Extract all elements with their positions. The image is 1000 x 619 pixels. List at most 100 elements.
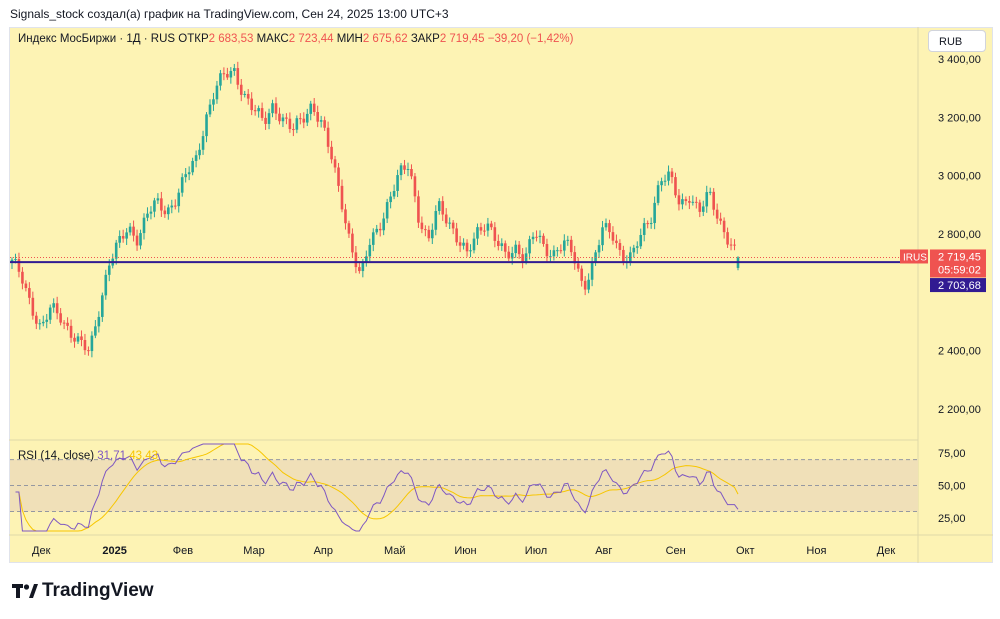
time-tick-label: Ноя bbox=[806, 545, 826, 557]
candle-body bbox=[434, 210, 438, 230]
candle-body bbox=[538, 235, 542, 237]
candle-body bbox=[333, 159, 337, 168]
candle-body bbox=[264, 117, 267, 124]
candle-body bbox=[656, 185, 660, 203]
candle-body bbox=[455, 228, 458, 243]
candle-body bbox=[125, 232, 128, 239]
candle-body bbox=[590, 262, 594, 280]
candle-body bbox=[410, 168, 413, 177]
candle-body bbox=[712, 191, 715, 210]
last-price-label: 2 719,45 bbox=[938, 251, 981, 263]
candle-body bbox=[417, 196, 420, 223]
candle-body bbox=[114, 242, 118, 259]
candle-body bbox=[733, 244, 736, 246]
candle-body bbox=[545, 243, 549, 257]
candle-body bbox=[66, 322, 69, 326]
candle-body bbox=[177, 192, 181, 207]
low-value: 2 675,62 bbox=[362, 33, 408, 45]
candle-body bbox=[389, 196, 392, 203]
candle-body bbox=[326, 127, 330, 147]
candle-body bbox=[104, 274, 108, 296]
candle-body bbox=[285, 117, 288, 119]
low-label: МИН bbox=[336, 33, 363, 45]
candle-body bbox=[62, 322, 66, 324]
candle-body bbox=[35, 315, 38, 324]
candle-body bbox=[646, 223, 649, 225]
candle-body bbox=[413, 176, 417, 197]
candle-body bbox=[160, 198, 163, 211]
candle-body bbox=[69, 325, 73, 338]
candle-body bbox=[670, 171, 674, 178]
candle-body bbox=[660, 181, 663, 186]
candle-body bbox=[351, 233, 354, 253]
candle-body bbox=[462, 242, 465, 246]
price-tick-label: 2 800,00 bbox=[938, 229, 981, 241]
time-tick-label: Авг bbox=[595, 545, 612, 557]
candle-body bbox=[250, 98, 253, 111]
candle-body bbox=[542, 235, 545, 244]
candle-body bbox=[316, 112, 319, 122]
candle-body bbox=[639, 234, 643, 247]
candle-body bbox=[212, 99, 215, 105]
candle-body bbox=[503, 243, 507, 252]
candle-body bbox=[469, 250, 472, 252]
candle-body bbox=[535, 236, 538, 238]
candle-body bbox=[41, 321, 45, 324]
time-tick-label: Мар bbox=[243, 545, 265, 557]
candle-body bbox=[715, 209, 719, 219]
candle-body bbox=[684, 199, 688, 202]
candle-body bbox=[521, 254, 524, 263]
candle-body bbox=[729, 244, 733, 246]
candle-body bbox=[365, 256, 368, 263]
candle-body bbox=[531, 236, 535, 240]
level-price-label: 2 703,68 bbox=[938, 280, 981, 292]
rsi-name: RSI (14, close) bbox=[18, 450, 95, 462]
candle-body bbox=[219, 73, 222, 86]
candle-body bbox=[608, 223, 611, 233]
close-label: ЗАКР bbox=[410, 33, 440, 45]
tradingview-logo[interactable]: TradingView bbox=[12, 580, 154, 602]
candle-body bbox=[215, 85, 219, 100]
high-label: МАКС bbox=[256, 33, 289, 45]
candle-body bbox=[653, 202, 656, 224]
candle-body bbox=[563, 240, 566, 251]
candle-body bbox=[59, 313, 62, 323]
candle-body bbox=[226, 74, 229, 78]
candle-body bbox=[340, 185, 344, 210]
time-tick-label: Май bbox=[384, 545, 406, 557]
close-value: 2 719,45 bbox=[439, 33, 485, 45]
currency-button[interactable]: RUB bbox=[928, 30, 986, 52]
candle-body bbox=[257, 108, 260, 112]
chart-caption: Signals_stock создал(а) график на Tradin… bbox=[10, 7, 449, 21]
candle-body bbox=[90, 335, 94, 352]
candle-body bbox=[153, 200, 156, 212]
rsi-tick-label: 25,00 bbox=[938, 513, 966, 525]
candle-body bbox=[618, 243, 622, 250]
candle-body bbox=[94, 326, 97, 336]
candle-body bbox=[615, 240, 618, 244]
open-value: 2 683,53 bbox=[208, 33, 254, 45]
candle-body bbox=[722, 220, 726, 233]
time-tick-label: Фев bbox=[173, 545, 193, 557]
price-tick-label: 2 400,00 bbox=[938, 346, 981, 358]
price-axis[interactable]: 3 400,00 3 200,00 3 000,00 2 800,00 2 400,00… bbox=[938, 54, 981, 416]
candle-body bbox=[632, 247, 636, 253]
candle-body bbox=[295, 118, 299, 130]
candle-body bbox=[695, 201, 698, 203]
candle-body bbox=[559, 250, 563, 252]
candle-body bbox=[517, 244, 521, 255]
candle-body bbox=[566, 239, 570, 241]
candle-body bbox=[424, 229, 427, 231]
time-axis[interactable]: Дек 2025 Фев Мар Апр Май Июн Июл Авг Сен Окт Ноя Дек bbox=[32, 545, 895, 557]
candle-body bbox=[347, 223, 351, 234]
candle-body bbox=[239, 84, 243, 95]
candle-body bbox=[392, 190, 396, 197]
candle-body bbox=[479, 227, 483, 231]
candle-body bbox=[142, 217, 146, 234]
candle-body bbox=[500, 243, 504, 246]
price-tick-label: 2 200,00 bbox=[938, 404, 981, 416]
candle-body bbox=[385, 202, 389, 219]
candle-body bbox=[187, 172, 191, 175]
